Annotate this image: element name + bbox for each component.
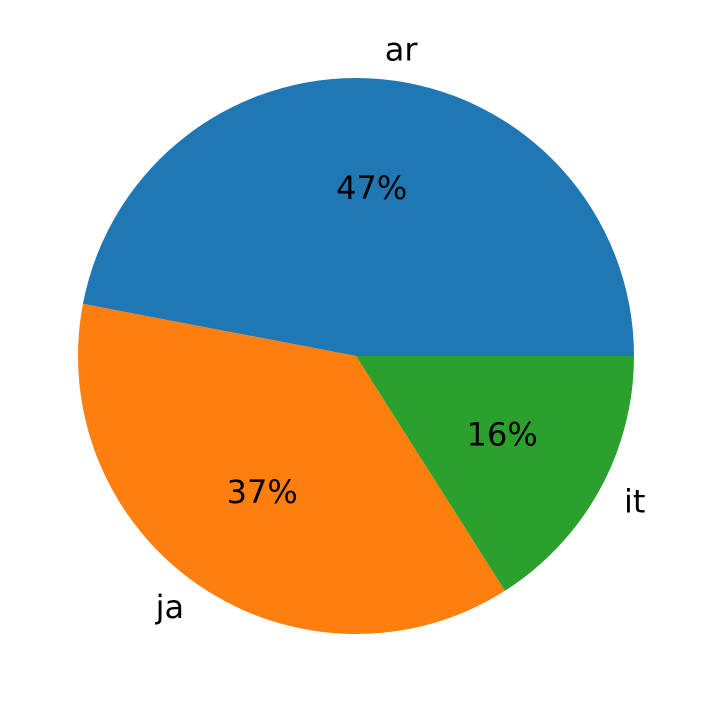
value-label: 37% (227, 473, 298, 511)
value-label: 47% (336, 169, 407, 207)
pie-slice (82, 78, 635, 357)
slice-label: ar (385, 31, 419, 69)
slice-label: it (624, 482, 645, 520)
value-label: 16% (467, 415, 538, 453)
pie-slice (356, 356, 634, 591)
slice-label: ja (155, 588, 185, 626)
pie-slice (77, 303, 505, 635)
